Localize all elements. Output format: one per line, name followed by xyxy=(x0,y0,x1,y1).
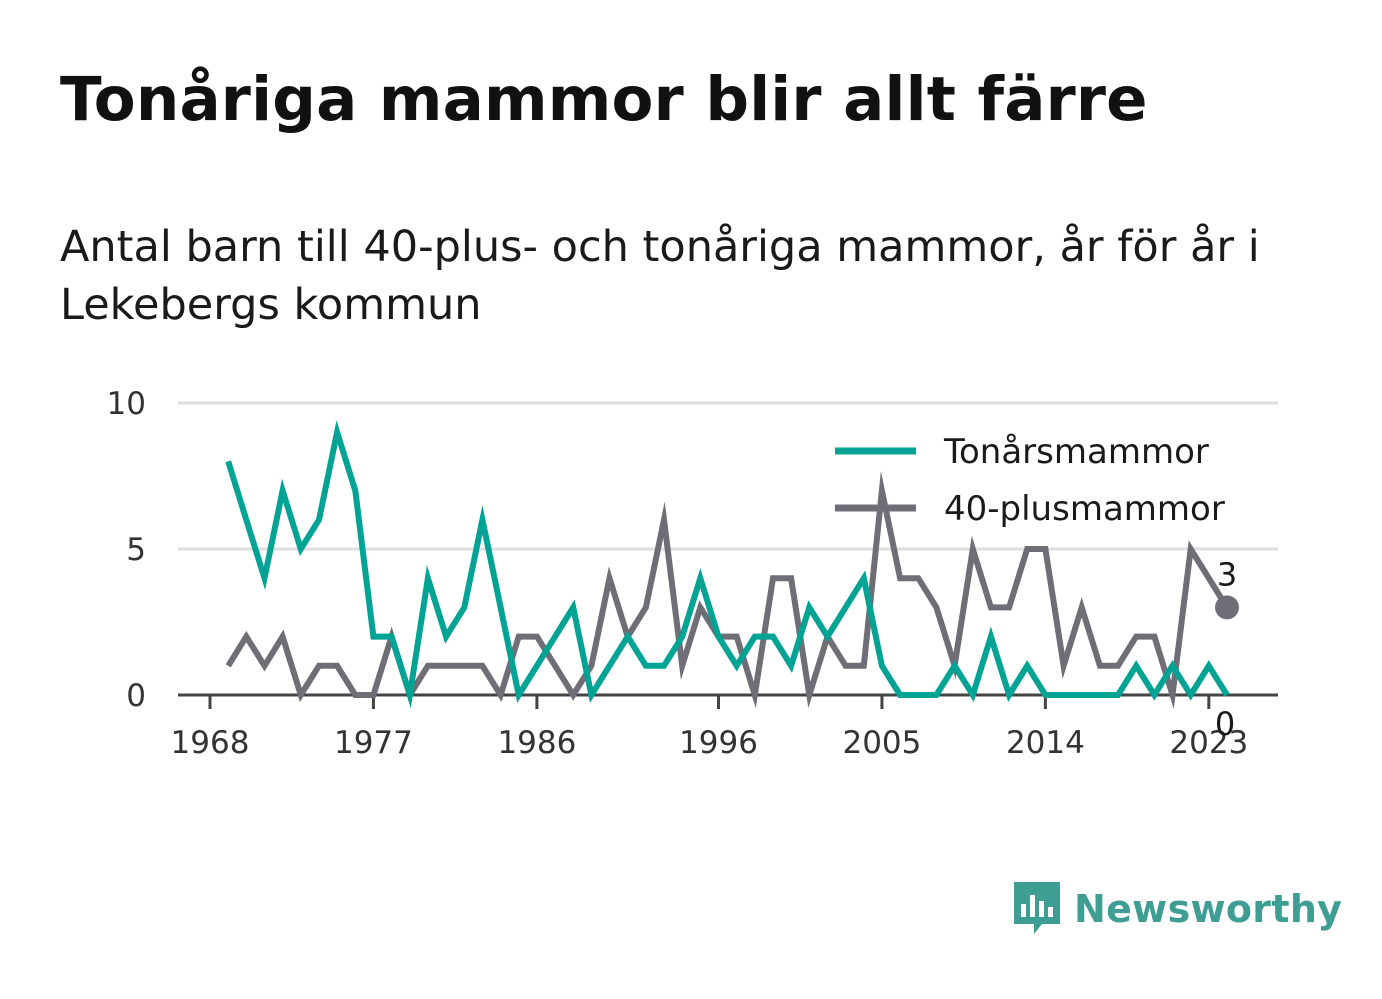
x-tick-label: 2023 xyxy=(1169,725,1248,761)
y-tick-label: 0 xyxy=(126,678,146,714)
x-tick-label: 2014 xyxy=(1006,725,1085,761)
end-label-fortyplus: 3 xyxy=(1217,555,1237,593)
x-tick-label: 1977 xyxy=(334,725,413,761)
legend-label: Tonårsmammor xyxy=(943,432,1209,472)
legend-label: 40-plusmammor xyxy=(944,489,1225,529)
series-line-tonarsmammor xyxy=(225,420,1230,709)
x-tick-label: 2005 xyxy=(842,725,921,761)
x-tick-label: 1968 xyxy=(171,725,250,761)
x-tick-label: 1986 xyxy=(497,725,576,761)
newsworthy-logo-icon xyxy=(1014,882,1060,934)
end-label-tonarsmammor: 0 xyxy=(1215,705,1235,743)
x-tick-label: 1996 xyxy=(679,725,758,761)
series-lines xyxy=(225,420,1230,710)
chart-subtitle: Antal barn till 40-plus- och tonåriga ma… xyxy=(60,222,1260,330)
end-point-marker xyxy=(1215,595,1239,620)
y-axis-ticks: 0 5 10 xyxy=(107,386,146,714)
legend: Tonårsmammor 40-plusmammor xyxy=(835,432,1225,529)
chart-title: Tonåriga mammor blir allt färre xyxy=(60,64,1148,135)
y-tick-label: 10 xyxy=(107,386,146,422)
newsworthy-brand[interactable]: Newsworthy xyxy=(1010,878,1342,940)
brand-name: Newsworthy xyxy=(1074,887,1343,931)
end-labels: 30 xyxy=(1215,555,1239,743)
y-tick-label: 5 xyxy=(126,532,146,568)
x-axis-ticks: 1968 1977 1986 1996 2005 2014 2023 xyxy=(171,693,1278,761)
